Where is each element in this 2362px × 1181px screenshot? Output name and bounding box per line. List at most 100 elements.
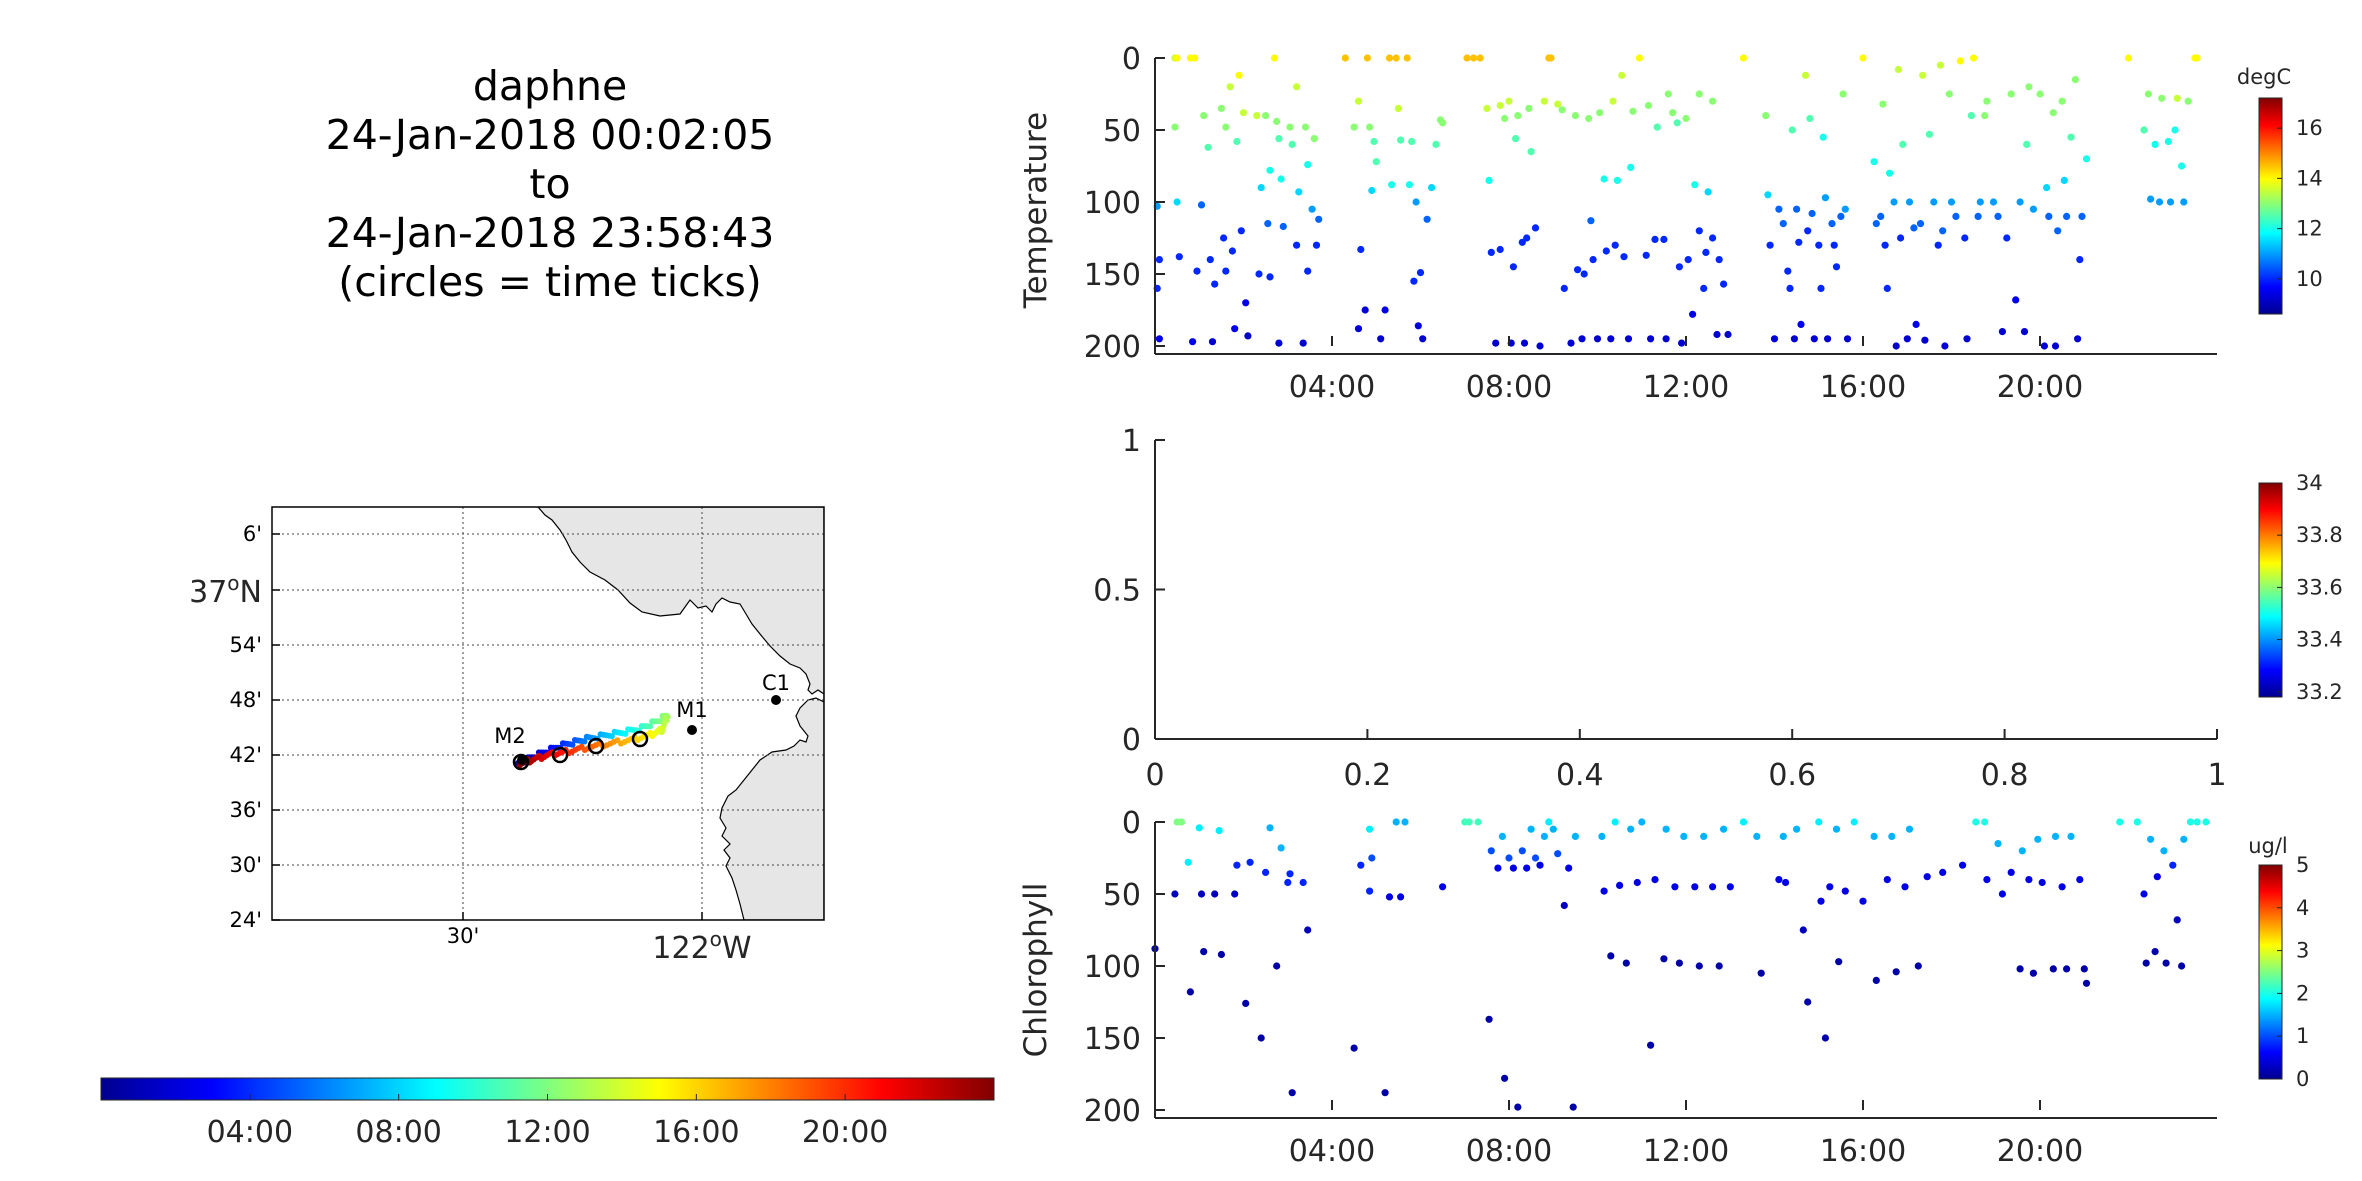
- temperature-point: [1574, 266, 1582, 274]
- temperature-point: [1191, 54, 1199, 62]
- chlorophyll-point: [1850, 818, 1858, 826]
- temperature-point: [2071, 76, 2079, 84]
- chlorophyll-cbar-tick-label: 1: [2296, 1024, 2309, 1048]
- temperature-point: [1173, 54, 1181, 62]
- temperature-point: [2184, 97, 2192, 105]
- chlorophyll-point: [1501, 1074, 1509, 1082]
- salinity-cbar-tick-label: 34: [2296, 471, 2323, 495]
- temperature-point: [1585, 114, 1593, 123]
- salinity-cbar-tick-label: 33.2: [2296, 680, 2343, 704]
- chlorophyll-point: [2007, 868, 2015, 877]
- chlorophyll-point: [1793, 825, 1801, 833]
- map-lat-label: 30': [230, 853, 263, 877]
- temperature-point: [1518, 238, 1526, 246]
- time-colorbar-tick-label: 04:00: [207, 1115, 293, 1150]
- chlorophyll-point: [1494, 864, 1502, 872]
- chlorophyll-point: [1527, 825, 1535, 833]
- temperature-point: [1357, 245, 1365, 254]
- temperature-point: [1155, 335, 1163, 343]
- chlorophyll-point: [2169, 861, 2177, 869]
- chlorophyll-point: [1242, 999, 1250, 1008]
- temperature-point: [1830, 241, 1838, 249]
- chlorophyll-point: [1598, 832, 1606, 841]
- temperature-point: [1974, 212, 1982, 220]
- temperature-point: [2012, 296, 2020, 304]
- temperature-point: [2151, 140, 2159, 148]
- temperature-point: [1288, 140, 1296, 148]
- temperature-point: [1463, 54, 1471, 62]
- chlorophyll-point: [2186, 818, 2194, 826]
- temperature-point: [1894, 65, 1902, 74]
- temperature-point: [2020, 328, 2029, 336]
- temperature-point: [1859, 54, 1867, 62]
- temperature-point: [1492, 339, 1500, 347]
- temperature-ytick-label: 100: [1084, 186, 1141, 221]
- temperature-point: [2025, 83, 2033, 91]
- temperature-point: [1208, 338, 1217, 346]
- temperature-point: [1709, 97, 1717, 105]
- temperature-point: [1275, 135, 1283, 143]
- temperature-point: [1824, 335, 1832, 343]
- station-m1-label: M1: [676, 698, 707, 722]
- temperature-point: [1266, 166, 1274, 174]
- temperature-point: [1578, 335, 1586, 343]
- chlorophyll-point: [1959, 861, 1967, 869]
- chlorophyll-point: [1914, 962, 1922, 970]
- temperature-point: [1724, 330, 1732, 339]
- chlorophyll-point: [1671, 883, 1679, 891]
- time-colorbar-ticks: 04:00 08:00 12:00 16:00 20:00: [207, 1094, 888, 1150]
- temperature-point: [1967, 112, 1975, 120]
- title-line-to: to: [529, 160, 571, 208]
- temperature-point: [1505, 97, 1513, 105]
- temperature-point: [2043, 184, 2051, 192]
- temperature-point: [1299, 339, 1307, 347]
- chlorophyll-point: [1536, 861, 1544, 869]
- temperature-xtick-label: 16:00: [1820, 370, 1906, 405]
- temperature-point: [1235, 71, 1243, 79]
- chlorophyll-point: [1474, 818, 1482, 826]
- temperature-point: [2049, 109, 2057, 117]
- track-point: [569, 741, 576, 748]
- temperature-point: [1512, 135, 1520, 143]
- temperature-point: [1821, 194, 1829, 202]
- chlorophyll-point: [1231, 890, 1239, 898]
- temperature-point: [1934, 241, 1942, 249]
- temperature-point: [1660, 235, 1668, 243]
- time-colorbar-tick-label: 16:00: [653, 1115, 739, 1150]
- temperature-point: [1547, 54, 1555, 62]
- temperature-point: [1293, 241, 1301, 249]
- temperature-point: [1713, 330, 1721, 339]
- chlorophyll-point: [1832, 825, 1841, 833]
- salinity-xtick-label: 0.4: [1556, 758, 1604, 793]
- chlorophyll-point: [1397, 893, 1405, 901]
- temperature-point: [1910, 224, 1918, 232]
- chlorophyll-point: [1998, 890, 2006, 898]
- temperature-point: [1720, 280, 1728, 288]
- temperature-point: [1810, 335, 1818, 343]
- chlorophyll-point: [1901, 883, 1909, 891]
- chlorophyll-point: [1870, 832, 1878, 841]
- temperature-xtick-label: 08:00: [1466, 370, 1552, 405]
- temperature-point: [1784, 267, 1792, 275]
- temperature-point: [1554, 100, 1562, 108]
- temperature-point: [1286, 123, 1294, 131]
- temperature-point: [1206, 256, 1214, 264]
- temperature-point: [1689, 310, 1697, 318]
- temperature-point: [1766, 241, 1774, 249]
- chlorophyll-point: [1357, 861, 1365, 869]
- chlorophyll-point: [1700, 832, 1708, 841]
- chlorophyll-point: [1622, 959, 1630, 967]
- temperature-point: [1410, 277, 1418, 285]
- chlorophyll-point: [1186, 988, 1194, 996]
- temperature-point: [1253, 112, 1261, 120]
- station-m2-marker: [517, 755, 527, 765]
- chlorophyll-point: [1197, 890, 1206, 898]
- temperature-point: [1642, 251, 1650, 259]
- temperature-point: [1945, 90, 1953, 98]
- temperature-point: [1877, 212, 1885, 220]
- chlorophyll-point: [1246, 858, 1254, 866]
- station-m2-label: M2: [494, 724, 525, 748]
- temperature-point: [1832, 263, 1841, 271]
- chlorophyll-xtick-label: 16:00: [1820, 1134, 1906, 1169]
- chlorophyll-point: [1994, 840, 2002, 848]
